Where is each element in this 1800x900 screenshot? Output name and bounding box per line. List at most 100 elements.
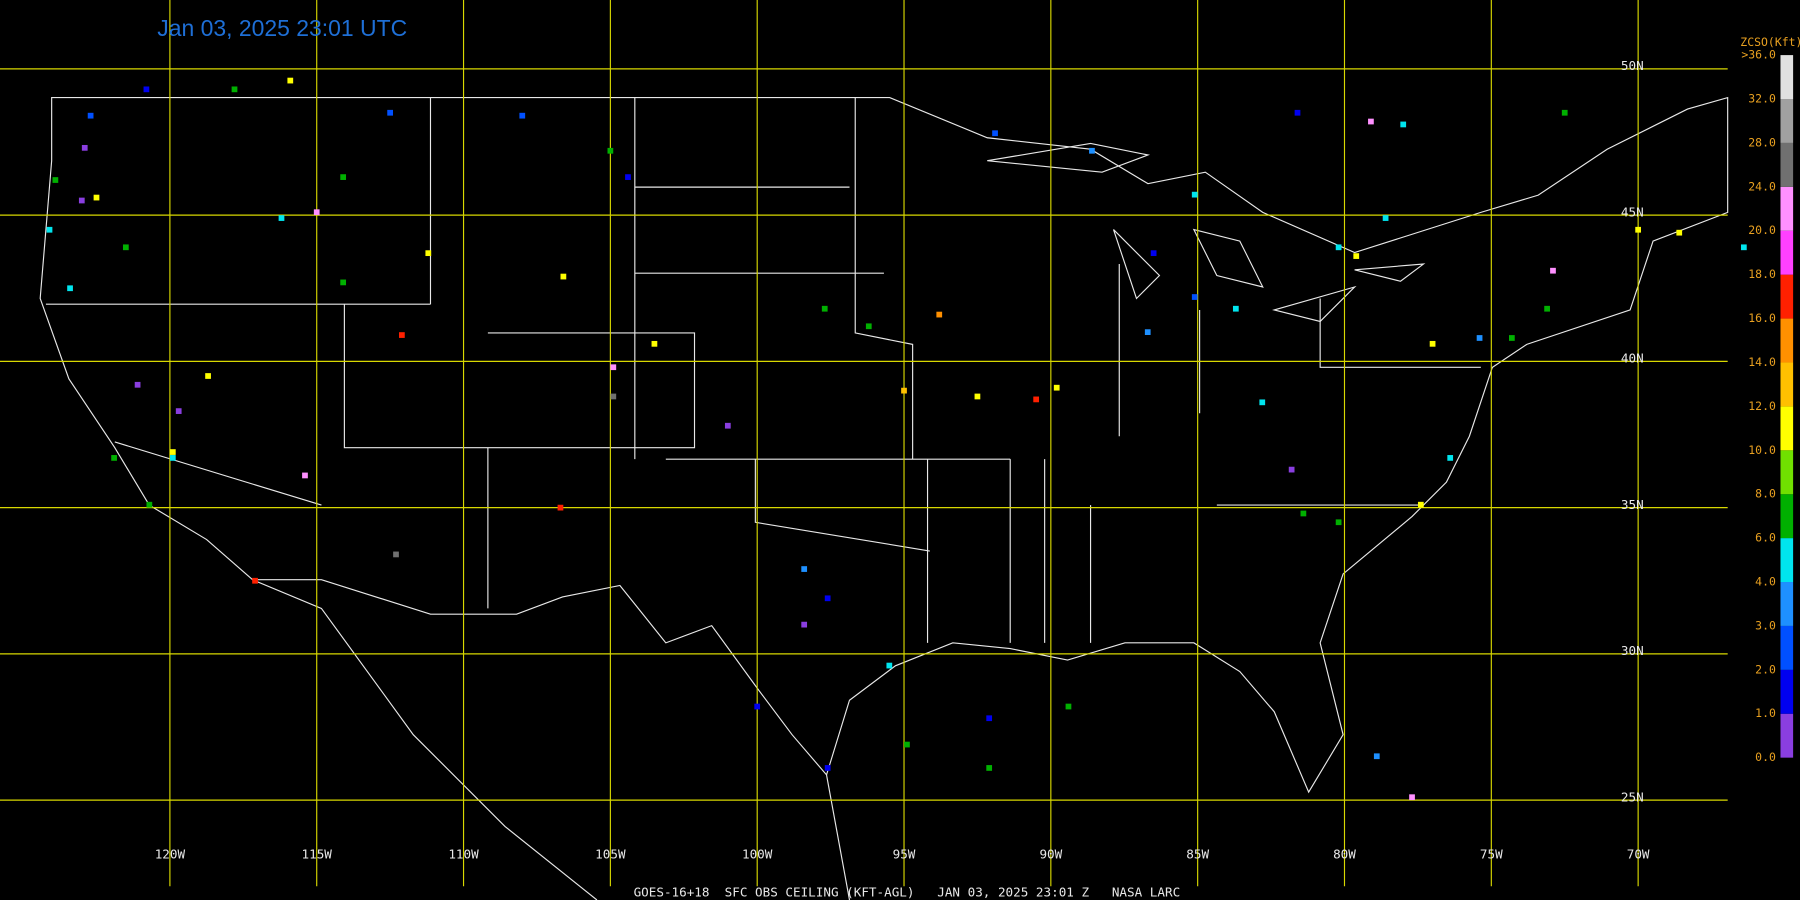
lat-label: 40N xyxy=(1621,351,1644,366)
station xyxy=(801,621,808,628)
legend-label: 10.0 xyxy=(1748,443,1776,457)
lon-label: 90W xyxy=(1039,847,1062,862)
station xyxy=(169,449,176,455)
station xyxy=(278,215,285,221)
station xyxy=(560,273,567,280)
station xyxy=(824,595,831,602)
station xyxy=(821,305,828,312)
station xyxy=(886,662,893,669)
station xyxy=(1288,466,1295,473)
lon-label: 105W xyxy=(595,847,626,862)
legend-label: 0.0 xyxy=(1755,750,1776,764)
station xyxy=(399,332,405,338)
station xyxy=(1740,244,1747,251)
station xyxy=(1429,340,1436,347)
station xyxy=(81,144,88,151)
us-outline xyxy=(39,96,1729,794)
station xyxy=(1635,226,1642,233)
station xyxy=(231,86,238,93)
legend-swatch xyxy=(1780,318,1794,363)
station xyxy=(1544,305,1550,312)
legend-swatch xyxy=(1780,669,1794,714)
lat-label: 50N xyxy=(1621,58,1644,73)
station xyxy=(393,551,399,558)
legend-swatch xyxy=(1780,625,1794,670)
station xyxy=(1053,384,1060,391)
legend-label: 8.0 xyxy=(1755,487,1776,501)
station xyxy=(625,174,631,180)
station xyxy=(78,197,85,204)
title: Jan 03, 2025 23:01 UTC xyxy=(157,15,407,41)
station xyxy=(801,566,808,572)
station xyxy=(824,765,831,771)
station xyxy=(1033,396,1040,403)
station xyxy=(1373,753,1380,760)
station xyxy=(1550,267,1556,274)
station xyxy=(986,715,993,722)
lon-label: 120W xyxy=(155,847,186,862)
station xyxy=(143,86,150,93)
caption: GOES-16+18 SFC OBS CEILING (KFT-AGL) JAN… xyxy=(634,885,1181,900)
station xyxy=(992,130,998,137)
station xyxy=(1089,147,1095,154)
station xyxy=(425,250,432,257)
legend-swatch xyxy=(1780,494,1794,539)
legend-title: ZCSO(Kft) xyxy=(1740,35,1800,49)
lon-label: 80W xyxy=(1333,847,1356,862)
station xyxy=(1508,335,1515,341)
great-lakes xyxy=(987,142,1426,323)
grid: 120W 115W 110W 105W 100W 95W 90W 85W 80W 75W 70W 50… xyxy=(0,0,1728,887)
stations xyxy=(46,77,1747,801)
legend-label: 6.0 xyxy=(1755,531,1776,545)
station xyxy=(724,422,731,429)
lat-label: 25N xyxy=(1621,789,1644,804)
legend-swatch xyxy=(1780,99,1794,143)
station xyxy=(87,112,94,119)
station xyxy=(52,177,59,183)
legend-swatch xyxy=(1780,406,1794,451)
station xyxy=(865,323,872,330)
legend: ZCSO(Kft) 0.0 1.0 2.0 3.0 4.0 6.0 8.0 10.0 12.0 14… xyxy=(1740,35,1800,764)
legend-label: 12.0 xyxy=(1748,399,1776,413)
legend-label: 16.0 xyxy=(1748,311,1776,325)
legend-swatch xyxy=(1780,582,1794,626)
outlines xyxy=(39,96,1729,900)
station xyxy=(1232,305,1239,312)
station xyxy=(93,194,100,201)
station xyxy=(175,408,182,414)
station xyxy=(1400,121,1407,128)
station xyxy=(387,109,394,116)
station xyxy=(1150,250,1157,257)
station xyxy=(519,112,526,119)
lat-label: 30N xyxy=(1621,643,1644,658)
legend-label: 14.0 xyxy=(1748,355,1776,369)
station xyxy=(1065,703,1072,710)
legend-swatch xyxy=(1780,186,1794,231)
station xyxy=(1294,109,1301,116)
legend-label: 4.0 xyxy=(1755,575,1776,589)
station xyxy=(287,77,294,84)
station xyxy=(67,285,73,292)
station xyxy=(610,393,617,400)
legend-swatch xyxy=(1780,538,1794,583)
station xyxy=(986,765,993,771)
legend-label: 3.0 xyxy=(1755,618,1776,632)
station xyxy=(340,279,347,286)
station xyxy=(754,703,761,710)
station xyxy=(169,455,176,461)
station xyxy=(122,244,129,251)
lon-label: 70W xyxy=(1627,847,1650,862)
legend-swatch xyxy=(1780,450,1794,495)
legend-swatch xyxy=(1780,55,1794,100)
legend-label: 28.0 xyxy=(1748,135,1776,149)
station xyxy=(302,472,308,479)
station xyxy=(651,340,658,347)
station xyxy=(901,387,907,394)
station xyxy=(134,381,141,388)
station xyxy=(205,373,211,379)
station xyxy=(1300,510,1307,517)
station xyxy=(974,393,981,400)
station xyxy=(1191,294,1198,300)
